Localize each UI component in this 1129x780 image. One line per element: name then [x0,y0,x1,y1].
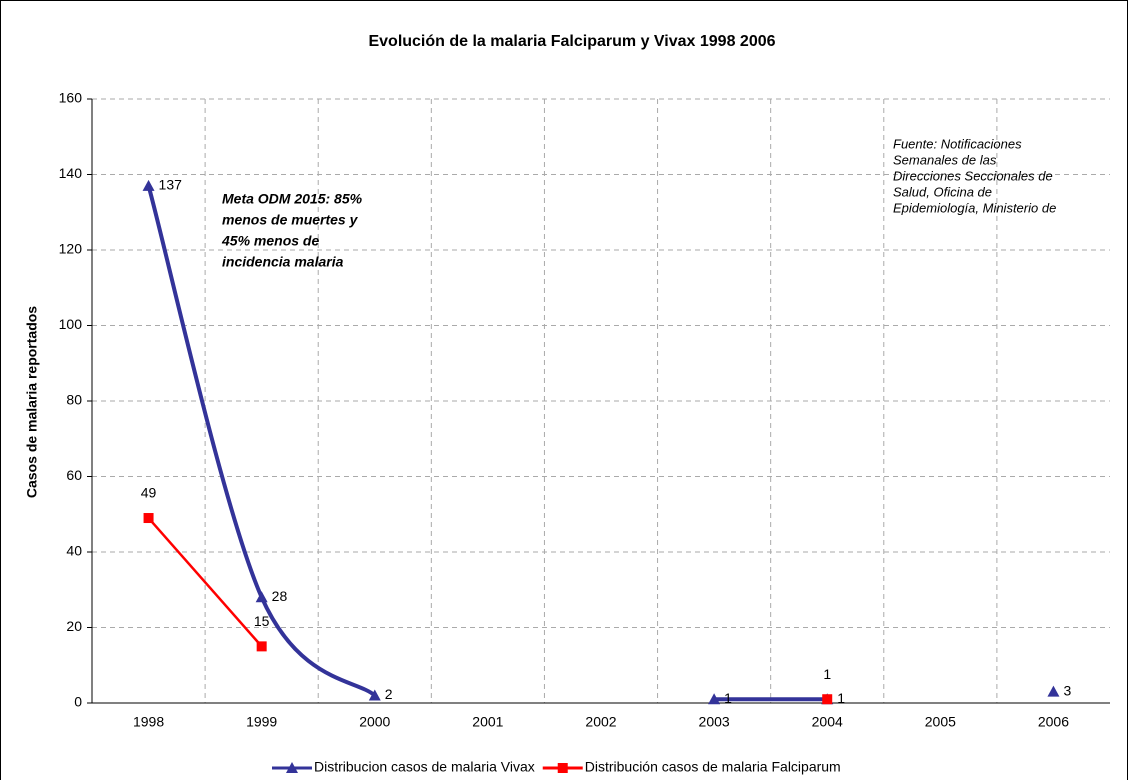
legend-label: Distribucion casos de malaria Vivax [314,759,535,775]
x-tick-label: 1999 [246,714,277,730]
data-label: 1 [823,666,831,682]
annotation: Epidemiología, Ministerio de [893,200,1056,215]
data-label: 2 [385,686,393,702]
data-label: 28 [272,588,288,604]
x-tick-label: 2003 [699,714,730,730]
marker [708,693,721,705]
marker [1047,685,1060,697]
annotation: Semanales de las [893,152,997,167]
x-tick-label: 2000 [359,714,390,730]
data-label: 15 [254,613,270,629]
annotation: Direcciones Seccionales de [893,168,1053,183]
y-tick-label: 140 [59,165,83,181]
x-tick-label: 2001 [472,714,503,730]
marker [143,513,154,524]
legend-label: Distribución casos de malaria Falciparum [585,759,841,775]
annotation: incidencia malaria [222,254,344,270]
legend-marker [557,763,568,773]
annotation: Salud, Oficina de [893,184,992,199]
data-label: 3 [1063,682,1071,698]
data-label: 1 [837,690,845,706]
annotation: Meta ODM 2015: 85% [222,191,363,207]
x-tick-label: 2006 [1038,714,1069,730]
annotation: Fuente: Notificaciones [893,136,1022,151]
y-tick-label: 60 [66,467,82,483]
y-axis-label: Casos de malaria reportados [24,306,40,498]
marker [822,694,833,705]
y-tick-label: 100 [59,316,83,332]
legend-marker [286,762,298,773]
annotation: menos de muertes y [222,212,359,228]
series-line [146,185,377,698]
data-label: 49 [141,485,157,501]
x-tick-label: 2002 [585,714,616,730]
data-label: 137 [159,177,183,193]
data-label: 1 [724,690,732,706]
marker [256,641,267,652]
marker [255,591,268,603]
x-tick-label: 2005 [925,714,956,730]
y-tick-label: 80 [66,392,82,408]
y-tick-label: 0 [74,694,82,710]
series-line [147,517,263,648]
annotation: 45% menos de [221,233,319,249]
chart-title: Evolución de la malaria Falciparum y Viv… [368,33,775,50]
y-tick-label: 40 [66,543,82,559]
x-tick-label: 1998 [133,714,164,730]
y-tick-label: 120 [59,241,83,257]
y-tick-label: 20 [66,618,82,634]
marker [142,179,155,191]
marker [368,689,381,701]
y-tick-label: 160 [59,90,83,106]
x-tick-label: 2004 [812,714,843,730]
